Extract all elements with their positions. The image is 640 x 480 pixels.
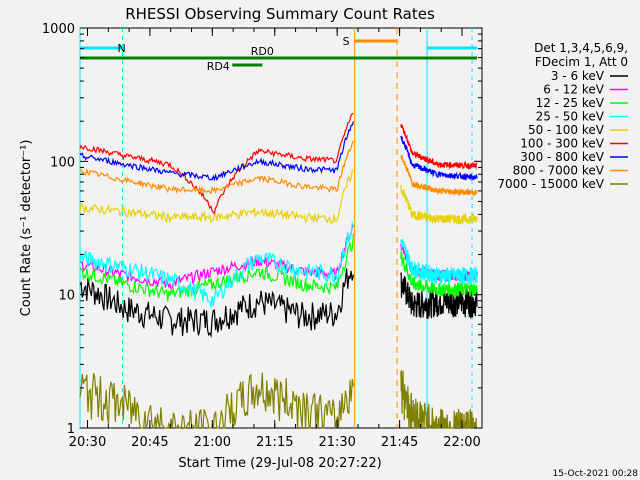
timestamp: 15-Oct-2021 00:28 — [553, 469, 639, 479]
series-line-8 — [400, 370, 477, 429]
series-line-2 — [400, 251, 478, 299]
annotation-rd0: RD0 — [251, 45, 274, 58]
series-line-6 — [400, 135, 478, 182]
legend-label-4: 50 - 100 keV — [528, 123, 605, 137]
attenuator-lines — [79, 28, 473, 428]
annotation-rd4: RD4 — [207, 60, 230, 73]
legend-header-line-2: FDecim 1, Att 0 — [535, 55, 628, 69]
y-tick-label: 10 — [58, 289, 75, 304]
chart-title: RHESSI Observing Summary Count Rates — [125, 5, 435, 23]
legend-label-3: 25 - 50 keV — [536, 110, 605, 124]
annotations: N S RD0 RD4 — [80, 35, 478, 73]
x-tick-label: 20:30 — [69, 435, 106, 450]
legend-label-1: 6 - 12 keV — [543, 83, 605, 97]
series-line-5 — [79, 112, 354, 215]
annotation-n: N — [117, 42, 125, 55]
y-tick-label: 1 — [67, 422, 75, 437]
series-line-0 — [400, 272, 478, 319]
x-tick-label: 21:15 — [256, 435, 293, 450]
series-line-4 — [400, 184, 478, 226]
y-axis-label: Count Rate (s⁻¹ detector⁻¹) — [19, 140, 34, 317]
x-axis-label: Start Time (29-Jul-08 20:27:22) — [178, 456, 381, 471]
x-tick-label: 20:45 — [131, 435, 168, 450]
legend-label-0: 3 - 6 keV — [551, 69, 605, 83]
series-line-8 — [79, 372, 354, 429]
series-lines — [79, 112, 478, 429]
legend-label-8: 7000 - 15000 keV — [497, 177, 604, 191]
legend-label-7: 800 - 7000 keV — [513, 164, 605, 178]
series-line-6 — [79, 121, 354, 182]
series-line-5 — [400, 124, 478, 171]
legend-label-2: 12 - 25 keV — [536, 96, 605, 110]
y-tick-label: 100 — [50, 155, 75, 170]
series-line-7 — [400, 154, 478, 197]
legend-label-5: 100 - 300 keV — [520, 137, 604, 151]
series-line-0 — [79, 268, 354, 338]
series-line-3 — [79, 220, 354, 308]
x-tick-label: 21:00 — [194, 435, 231, 450]
y-tick-label: 1000 — [42, 22, 75, 37]
legend-header-line-1: Det 1,3,4,5,6,9, — [534, 41, 628, 55]
legend-label-6: 300 - 800 keV — [520, 150, 604, 164]
series-line-7 — [79, 140, 354, 195]
plot-frame — [79, 27, 483, 429]
annotation-s: S — [343, 35, 350, 48]
x-tick-label: 21:45 — [381, 435, 418, 450]
axes: 1 10 100 1000 20:30 20:45 21:00 21:15 21:30 21:45… — [42, 22, 482, 450]
x-tick-label: 21:30 — [318, 435, 355, 450]
series-line-4 — [79, 168, 354, 224]
series-line-2 — [79, 233, 354, 302]
series-line-3 — [400, 238, 478, 285]
x-tick-label: 22:00 — [443, 435, 480, 450]
